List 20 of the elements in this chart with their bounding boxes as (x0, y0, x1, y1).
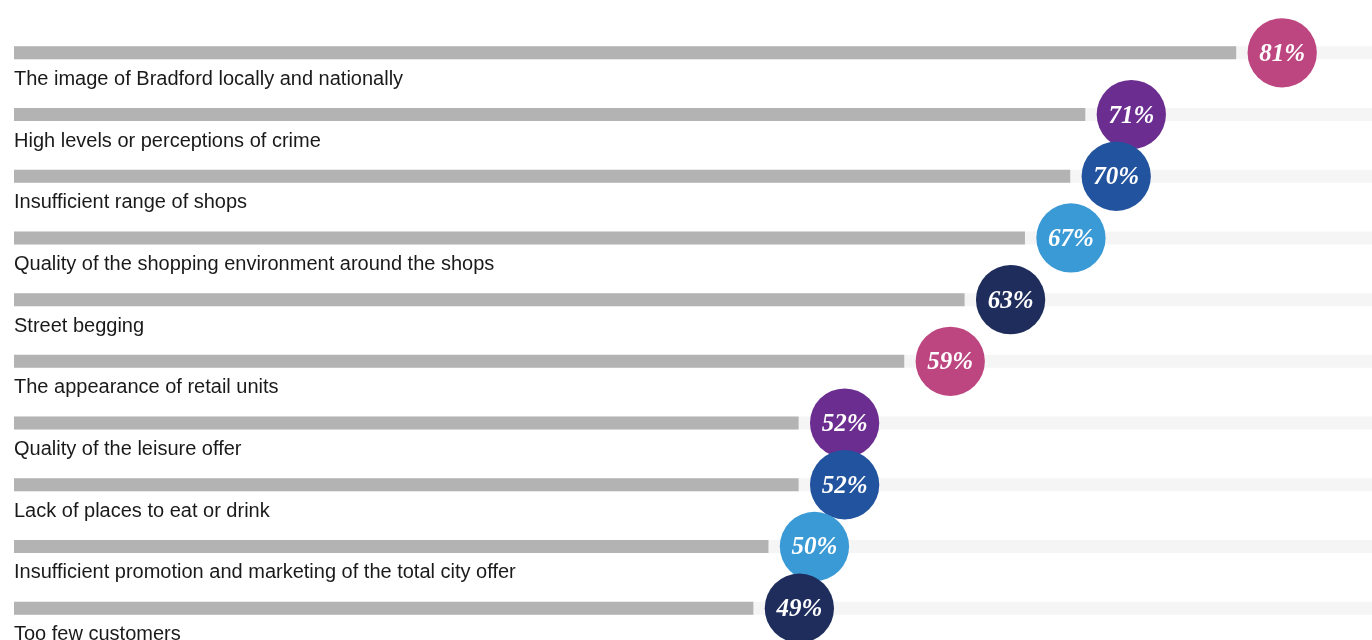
y-tick-label: High levels or perceptions of crime (14, 128, 321, 151)
y-tick-label: The appearance of retail units (14, 375, 279, 398)
y-tick-label: Insufficient promotion and marketing of the total city offer (14, 560, 517, 583)
y-tick-label: Quality of the shopping environment around the shops (14, 251, 495, 274)
data-label: 70% (1093, 162, 1140, 190)
y-tick-label: Street begging (14, 313, 145, 336)
data-label: 71% (1108, 100, 1155, 128)
y-tick-label: Lack of places to eat or drink (14, 498, 271, 521)
y-tick-label: Too few customers (14, 622, 181, 640)
y-tick-label: The image of Bradford locally and nationally (14, 66, 404, 89)
data-label: 49% (775, 594, 823, 622)
y-tick-label: Quality of the leisure offer (14, 437, 242, 460)
data-label: 67% (1048, 223, 1094, 251)
data-label: 63% (987, 285, 1034, 313)
data-label: 59% (927, 347, 974, 375)
data-label: 52% (821, 409, 868, 437)
data-label: 52% (821, 470, 868, 498)
data-label: 50% (791, 532, 838, 560)
y-tick-label: Insufficient range of shops (14, 190, 248, 213)
data-label: 81% (1259, 38, 1306, 66)
